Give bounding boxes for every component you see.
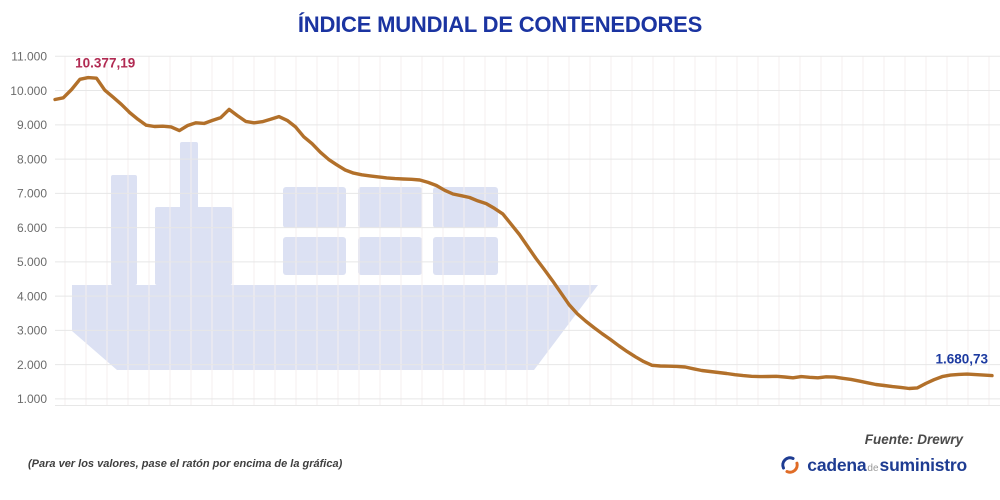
index-line[interactable]	[53, 75, 994, 391]
ship-watermark-icon	[72, 142, 598, 370]
container-block	[433, 237, 498, 275]
logo: cadenadesuministro	[779, 454, 967, 476]
y-tick-label: 3.000	[17, 324, 47, 338]
ship-bridge	[155, 207, 232, 285]
container-block	[283, 187, 346, 228]
page-title: ÍNDICE MUNDIAL DE CONTENEDORES	[297, 12, 703, 37]
y-tick-label: 10.000	[10, 84, 47, 98]
sync-arrows-icon	[781, 456, 799, 474]
y-tick-label: 8.000	[17, 152, 47, 166]
ship-mast	[180, 142, 198, 212]
container-block	[358, 237, 422, 275]
y-tick-label: 4.000	[17, 289, 47, 303]
ship-tower	[111, 175, 137, 285]
last-value-label: 1.680,73	[935, 352, 988, 367]
logo-word-cadena: cadena	[807, 455, 867, 475]
y-tick-label: 7.000	[17, 187, 47, 201]
ship-hull	[72, 285, 598, 370]
container-block	[358, 187, 422, 228]
y-tick-label: 1.000	[17, 392, 47, 406]
y-tick-label: 5.000	[17, 255, 47, 269]
y-tick-label: 11.000	[11, 50, 47, 64]
y-tick-label: 9.000	[17, 118, 47, 132]
container-block	[433, 187, 498, 228]
y-tick-label: 2.000	[17, 358, 47, 372]
y-tick-label: 6.000	[17, 221, 47, 235]
logo-word-suministro: suministro	[879, 455, 968, 475]
vertical-gridlines	[64, 56, 990, 405]
horizontal-gridlines	[55, 55, 1000, 406]
max-value-label: 10.377,19	[75, 56, 135, 71]
source-label: Fuente: Drewry	[864, 432, 963, 447]
container-block	[283, 237, 346, 275]
hover-hint: (Para ver los valores, pase el ratón por…	[28, 458, 343, 470]
y-axis-labels: 11.000 10.000 9.000 8.000 7.000 6.000 5.000 4.0…	[10, 50, 47, 407]
logo-word-de: de	[867, 463, 879, 474]
